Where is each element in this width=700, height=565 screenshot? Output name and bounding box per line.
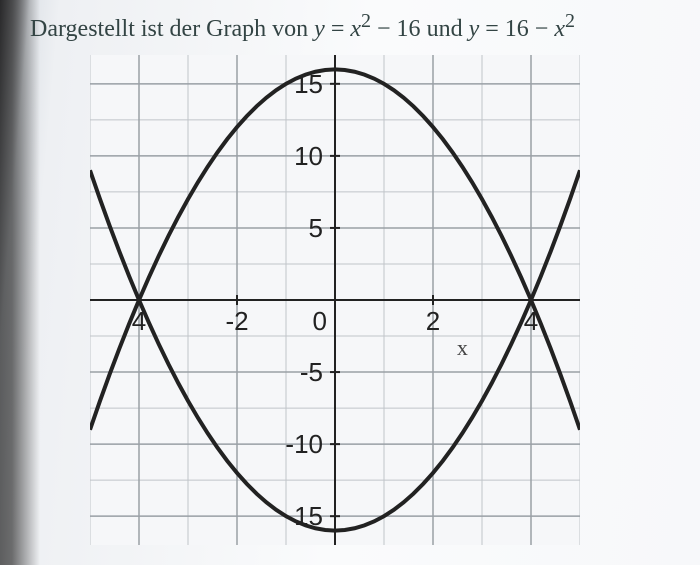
svg-text:4: 4 [132,306,146,336]
eq1-tail: − 16 [371,16,421,42]
svg-text:-2: -2 [225,306,248,336]
parabola-chart: 4 -2 0 2 4 15 10 5 -5 -10 15 x [90,55,580,545]
conj: und [421,16,469,42]
eq2-lhs: y [469,16,480,42]
svg-text:4: 4 [524,306,538,336]
eq1-eq: = [325,16,351,42]
svg-text:x: x [457,335,468,360]
page-curl-shadow [0,0,40,565]
svg-text:-5: -5 [300,357,323,387]
svg-text:15: 15 [294,501,323,531]
svg-text:-10: -10 [285,429,323,459]
eq2-x: x [554,16,565,42]
eq1-exp: 2 [361,10,371,32]
svg-text:2: 2 [426,306,440,336]
svg-text:15: 15 [294,69,323,99]
eq2-head: 16 − [505,16,555,42]
worksheet-photo: Dargestellt ist der Graph von y = x2 − 1… [0,0,700,565]
svg-text:10: 10 [294,141,323,171]
svg-text:0: 0 [313,306,327,336]
axes [90,55,580,545]
eq1-lhs: y [314,16,325,42]
svg-text:5: 5 [309,213,323,243]
title-prefix: Dargestellt ist der Graph von [30,16,314,42]
eq1-x: x [350,16,361,42]
eq2-exp: 2 [565,10,575,32]
eq2-eq: = [479,16,505,42]
problem-statement: Dargestellt ist der Graph von y = x2 − 1… [30,10,575,43]
